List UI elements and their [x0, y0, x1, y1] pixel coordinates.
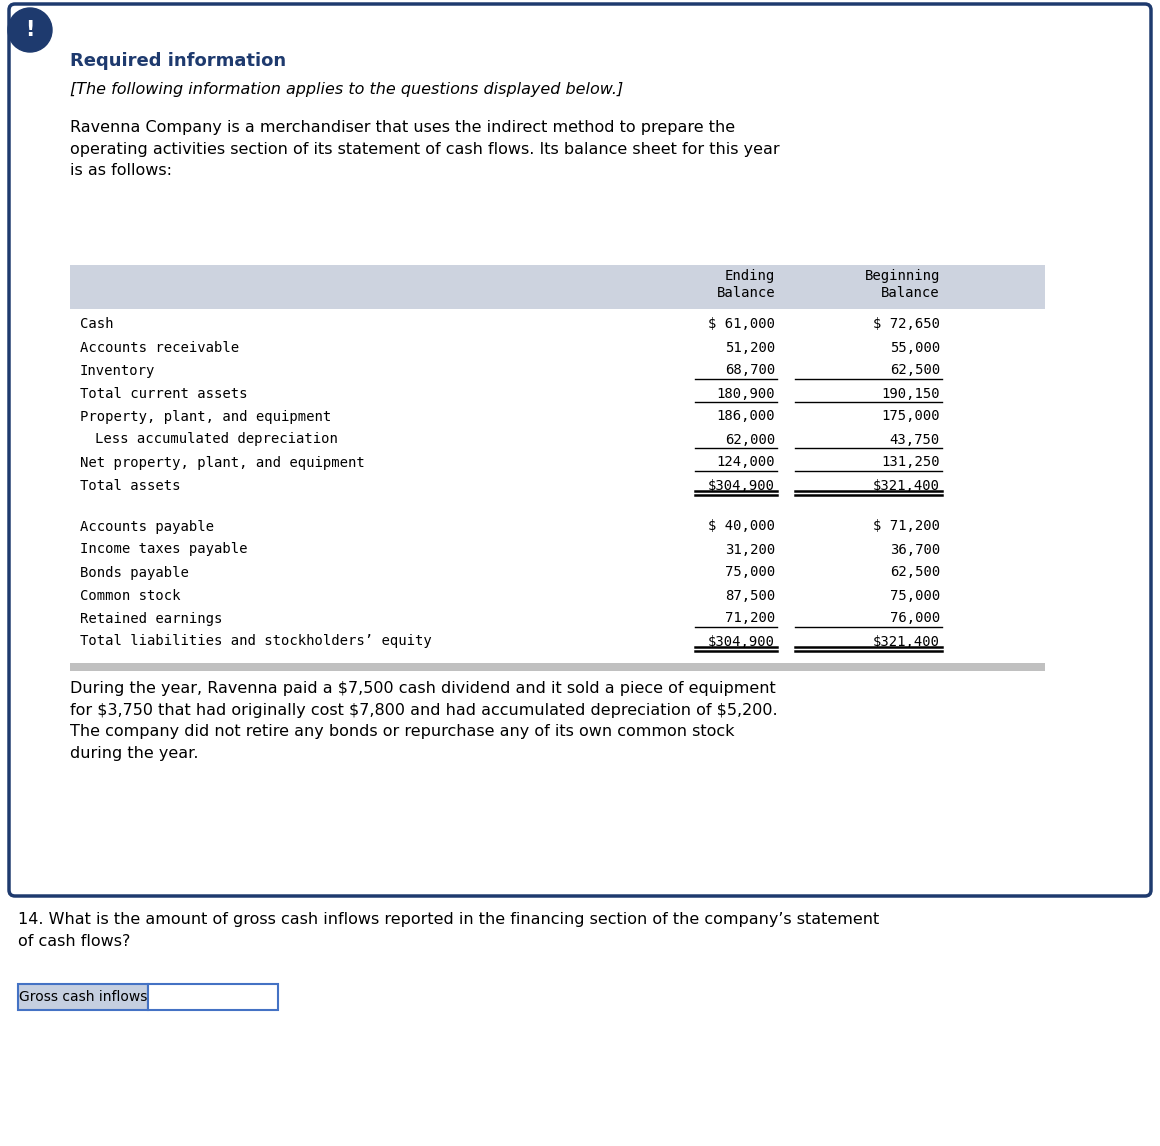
- Text: $ 72,650: $ 72,650: [873, 317, 940, 331]
- Text: !: !: [26, 19, 35, 40]
- FancyBboxPatch shape: [9, 3, 1151, 896]
- Text: 131,250: 131,250: [882, 455, 940, 470]
- Text: 75,000: 75,000: [725, 565, 775, 580]
- FancyBboxPatch shape: [19, 984, 148, 1010]
- Text: 51,200: 51,200: [725, 340, 775, 354]
- Text: Bonds payable: Bonds payable: [80, 565, 189, 580]
- Text: 186,000: 186,000: [717, 409, 775, 424]
- Text: 62,500: 62,500: [890, 363, 940, 377]
- Text: 180,900: 180,900: [717, 386, 775, 400]
- Text: Income taxes payable: Income taxes payable: [80, 542, 247, 557]
- Text: $304,900: $304,900: [708, 635, 775, 649]
- Text: $304,900: $304,900: [708, 479, 775, 493]
- Text: 175,000: 175,000: [882, 409, 940, 424]
- Text: $ 40,000: $ 40,000: [708, 519, 775, 534]
- Text: Common stock: Common stock: [80, 589, 181, 603]
- Text: Less accumulated depreciation: Less accumulated depreciation: [95, 432, 338, 447]
- Text: Retained earnings: Retained earnings: [80, 612, 223, 626]
- Text: $ 71,200: $ 71,200: [873, 519, 940, 534]
- Text: Total current assets: Total current assets: [80, 386, 247, 400]
- Text: 62,500: 62,500: [890, 565, 940, 580]
- Text: Inventory: Inventory: [80, 363, 155, 377]
- Text: $321,400: $321,400: [873, 635, 940, 649]
- Text: $ 61,000: $ 61,000: [708, 317, 775, 331]
- FancyBboxPatch shape: [70, 664, 1045, 672]
- Text: Ending
Balance: Ending Balance: [717, 269, 775, 300]
- Text: 190,150: 190,150: [882, 386, 940, 400]
- Text: Gross cash inflows: Gross cash inflows: [19, 990, 147, 1004]
- Text: Required information: Required information: [70, 52, 287, 70]
- Text: 14. What is the amount of gross cash inflows reported in the financing section o: 14. What is the amount of gross cash inf…: [19, 912, 879, 949]
- Text: 71,200: 71,200: [725, 612, 775, 626]
- Text: Total assets: Total assets: [80, 479, 181, 493]
- Text: [The following information applies to the questions displayed below.]: [The following information applies to th…: [70, 83, 623, 97]
- Text: 76,000: 76,000: [890, 612, 940, 626]
- FancyBboxPatch shape: [148, 984, 278, 1010]
- Text: 87,500: 87,500: [725, 589, 775, 603]
- Text: Total liabilities and stockholders’ equity: Total liabilities and stockholders’ equi…: [80, 635, 432, 649]
- Text: 55,000: 55,000: [890, 340, 940, 354]
- Text: 62,000: 62,000: [725, 432, 775, 447]
- Circle shape: [8, 8, 52, 52]
- Text: Accounts payable: Accounts payable: [80, 519, 213, 534]
- Text: Property, plant, and equipment: Property, plant, and equipment: [80, 409, 332, 424]
- Text: Ravenna Company is a merchandiser that uses the indirect method to prepare the
o: Ravenna Company is a merchandiser that u…: [70, 120, 780, 178]
- Text: 75,000: 75,000: [890, 589, 940, 603]
- Text: 31,200: 31,200: [725, 542, 775, 557]
- Text: Beginning
Balance: Beginning Balance: [864, 269, 940, 300]
- Text: During the year, Ravenna paid a $7,500 cash dividend and it sold a piece of equi: During the year, Ravenna paid a $7,500 c…: [70, 681, 777, 761]
- Text: 36,700: 36,700: [890, 542, 940, 557]
- Text: $321,400: $321,400: [873, 479, 940, 493]
- Text: Accounts receivable: Accounts receivable: [80, 340, 239, 354]
- Text: Net property, plant, and equipment: Net property, plant, and equipment: [80, 455, 364, 470]
- Text: 43,750: 43,750: [890, 432, 940, 447]
- FancyBboxPatch shape: [70, 265, 1045, 309]
- Text: 68,700: 68,700: [725, 363, 775, 377]
- Text: Cash: Cash: [80, 317, 114, 331]
- Text: 124,000: 124,000: [717, 455, 775, 470]
